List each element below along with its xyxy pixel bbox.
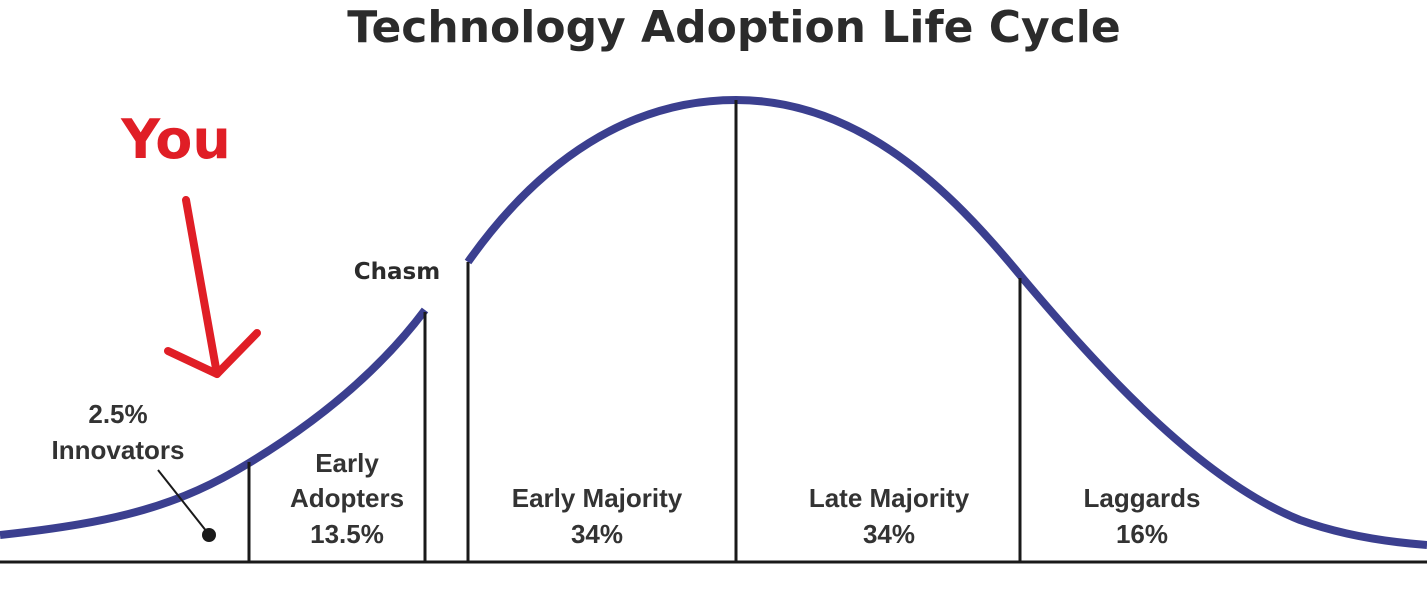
early-adopters-line2: Adopters <box>290 483 404 513</box>
you-arrow-icon <box>164 196 261 378</box>
early-majority-percent: 34% <box>571 519 623 549</box>
adoption-curve-right <box>464 95 1427 549</box>
you-label: You <box>120 108 231 171</box>
early-majority-label: Early Majority <box>512 483 683 513</box>
early-adopters-percent: 13.5% <box>310 519 384 549</box>
chasm-label: Chasm <box>354 259 440 285</box>
innovators-label: Innovators <box>52 435 185 465</box>
early-adopters-line1: Early <box>315 448 379 478</box>
late-majority-label: Late Majority <box>809 483 970 513</box>
innovators-dot <box>202 528 216 542</box>
laggards-label: Laggards <box>1083 483 1200 513</box>
innovators-percent: 2.5% <box>88 399 147 429</box>
laggards-percent: 16% <box>1116 519 1168 549</box>
innovators-leader-line <box>157 469 208 533</box>
page-title: Technology Adoption Life Cycle <box>347 2 1120 53</box>
late-majority-percent: 34% <box>863 519 915 549</box>
